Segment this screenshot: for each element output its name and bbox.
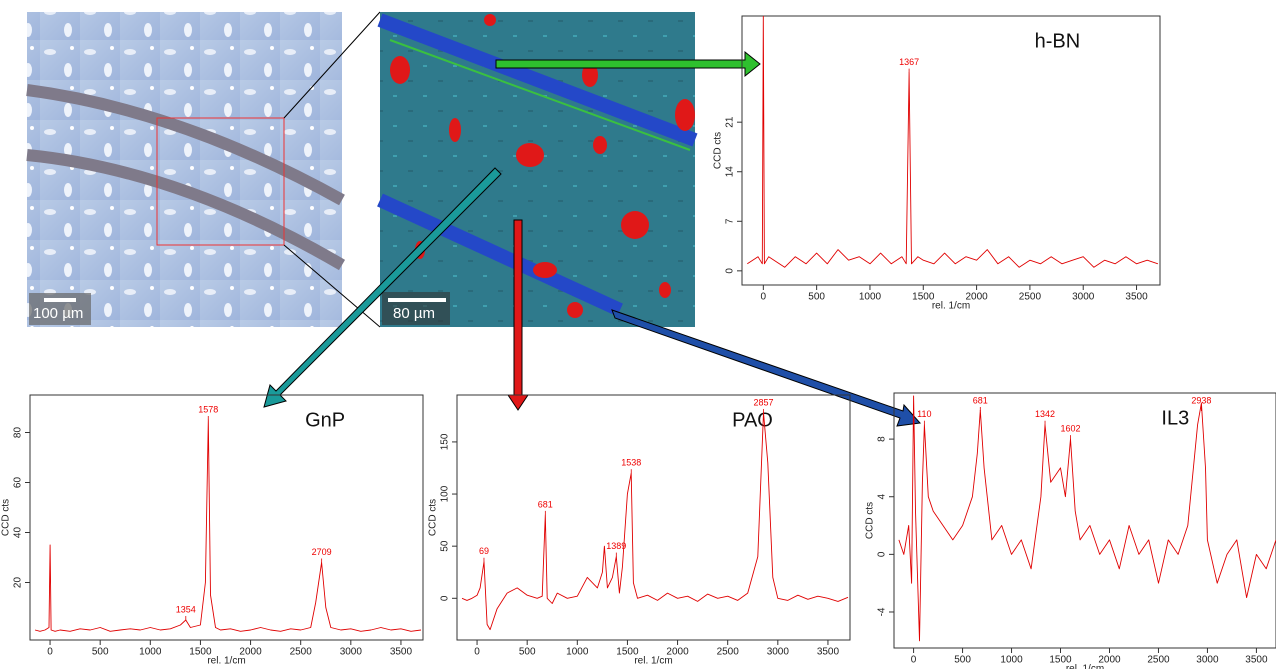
plot-frame	[29, 394, 424, 641]
peak-label: 1538	[621, 458, 641, 468]
scale-label: 80 µm	[393, 305, 435, 322]
x-tick-label: 1500	[912, 292, 935, 303]
y-tick-label: -4	[877, 607, 888, 616]
y-tick-label: 0	[725, 268, 736, 274]
x-tick-label: 3000	[340, 647, 363, 658]
x-tick-label: 3500	[390, 647, 413, 658]
x-tick-label: 0	[911, 655, 917, 666]
x-tick-label: 0	[474, 647, 480, 658]
spectrum-chart: 0 500 1000 1500 2000 2500 3000 3500 0 7 14 21 rel. 1…	[713, 15, 1161, 312]
x-tick-label: 2500	[290, 647, 313, 658]
plot-frame	[893, 392, 1276, 649]
spectrum-line	[34, 419, 422, 632]
y-tick-label: 100	[440, 485, 451, 502]
peak-label: 1342	[1035, 409, 1055, 419]
spectrum-chart: 0 500 1000 1500 2000 2500 3000 3500 -4 0 4 8 rel. 1/…	[865, 392, 1276, 669]
peak-label: 2857	[753, 397, 773, 407]
y-tick-label: 14	[725, 166, 736, 178]
chart-title: IL3	[1161, 407, 1189, 429]
peak-label: 2709	[312, 547, 332, 557]
y-tick-label: 21	[725, 116, 736, 128]
peak-label: 69	[479, 546, 489, 556]
x-tick-label: 0	[761, 292, 767, 303]
x-tick-label: 2000	[239, 647, 262, 658]
x-tick-label: 3500	[1125, 292, 1148, 303]
x-tick-label: 500	[808, 292, 825, 303]
x-axis-label: rel. 1/cm	[634, 656, 672, 667]
x-tick-label: 500	[519, 647, 536, 658]
y-tick-label: 0	[440, 595, 451, 601]
plot-frame	[456, 394, 851, 641]
peak-label: 1354	[176, 604, 196, 614]
y-tick-label: 60	[13, 477, 24, 489]
peak-label: 110	[917, 409, 931, 419]
y-tick-label: 40	[13, 527, 24, 539]
zoom-lines	[283, 11, 381, 328]
x-tick-label: 1000	[1000, 655, 1023, 666]
x-tick-label: 1500	[189, 647, 212, 658]
chart-title: PAO	[732, 409, 773, 431]
scale-label: 100 µm	[33, 305, 83, 322]
x-tick-label: 3000	[767, 647, 790, 658]
spectrum-chart: 0 500 1000 1500 2000 2500 3000 3500 0 50 100 150 rel…	[428, 394, 851, 667]
optical-micrograph: 100 µm	[26, 12, 346, 327]
y-tick-label: 20	[13, 577, 24, 589]
spectrum-line	[461, 412, 849, 631]
y-tick-label: 0	[877, 551, 888, 557]
x-tick-label: 1500	[616, 647, 639, 658]
y-tick-label: 150	[440, 433, 451, 450]
raman-map: 80 µm	[377, 12, 698, 327]
x-tick-label: 1000	[566, 647, 589, 658]
x-tick-label: 2500	[1019, 292, 1042, 303]
x-tick-label: 3000	[1072, 292, 1095, 303]
y-tick-label: 50	[440, 540, 451, 552]
x-axis-label: rel. 1/cm	[1066, 664, 1104, 669]
x-tick-label: 2000	[1098, 655, 1121, 666]
y-tick-label: 80	[13, 427, 24, 439]
plot-frame	[741, 15, 1161, 286]
x-tick-label: 0	[47, 647, 53, 658]
peak-label: 1389	[606, 541, 626, 551]
x-axis-label: rel. 1/cm	[207, 656, 245, 667]
peak-label: 2938	[1191, 395, 1211, 405]
arrows	[263, 50, 922, 427]
y-axis-label: CCD cts	[865, 502, 876, 539]
x-tick-label: 3000	[1196, 655, 1219, 666]
x-tick-label: 3500	[817, 647, 840, 658]
peak-label: 681	[538, 499, 553, 509]
x-tick-label: 1000	[139, 647, 162, 658]
y-axis-label: CCD cts	[428, 499, 439, 536]
x-tick-label: 2000	[666, 647, 689, 658]
peak-label: 1367	[899, 57, 919, 67]
x-tick-label: 2500	[717, 647, 740, 658]
x-tick-label: 2500	[1147, 655, 1170, 666]
x-tick-label: 2000	[965, 292, 988, 303]
y-tick-label: 4	[877, 494, 888, 500]
spectrum-line	[747, 16, 1159, 268]
peak-label: 681	[973, 395, 988, 405]
x-tick-label: 3500	[1245, 655, 1268, 666]
spectrum-chart: 0 500 1000 1500 2000 2500 3000 3500 20 40 60 80 rel.…	[1, 394, 424, 667]
y-tick-label: 8	[877, 436, 888, 442]
chart-title: GnP	[305, 409, 345, 431]
chart-title: h-BN	[1035, 30, 1081, 52]
peak-label: 1602	[1060, 423, 1080, 433]
y-axis-label: CCD cts	[1, 499, 12, 536]
x-tick-label: 1000	[859, 292, 882, 303]
x-tick-label: 500	[954, 655, 971, 666]
y-tick-label: 7	[725, 218, 736, 224]
x-tick-label: 1500	[1049, 655, 1072, 666]
x-tick-label: 500	[92, 647, 109, 658]
x-axis-label: rel. 1/cm	[932, 301, 970, 312]
y-axis-label: CCD cts	[713, 132, 724, 169]
spectrum-line	[898, 395, 1276, 642]
peak-label: 1578	[198, 404, 218, 414]
